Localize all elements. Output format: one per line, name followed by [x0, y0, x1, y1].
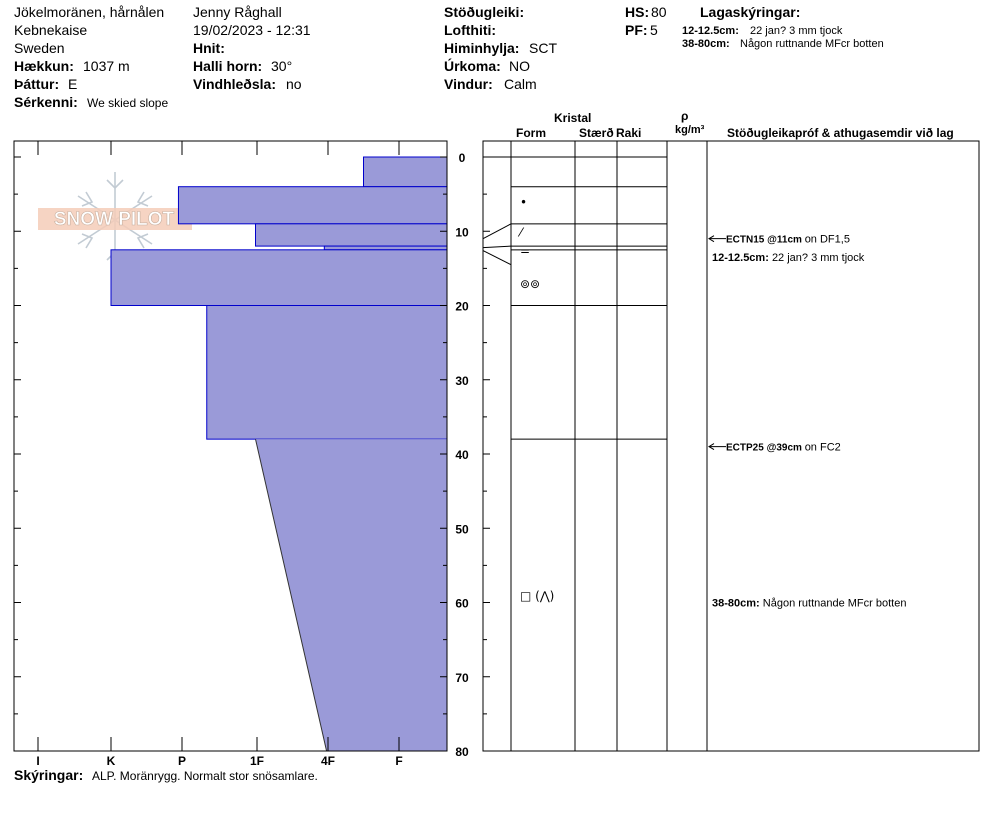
air-temp-label: Lofthiti: [444, 22, 497, 38]
grain-form-symbol: ⊚⊚ [520, 277, 540, 291]
hs-label: HS: [625, 4, 650, 20]
hardness-plot-frame [13, 140, 448, 752]
sky-value: SCT [529, 40, 557, 56]
depth-tick-label: 0 [459, 151, 466, 165]
test-arrowhead [708, 443, 715, 451]
layer-note-text: Någon ruttnande MFcr botten [740, 38, 884, 50]
hardness-edge [255, 439, 328, 752]
precip-value: NO [509, 58, 530, 74]
stability-label: Stöðugleiki: [444, 4, 525, 20]
coords-label: Hnit: [193, 40, 225, 56]
depth-tick-label: 60 [455, 597, 469, 611]
snowpilot-logo: SNOW PILOT [38, 172, 192, 268]
specifics-label: Sérkenni: [14, 94, 78, 110]
moisture-header: Raki [616, 126, 642, 140]
depth-tick-label: 30 [455, 374, 469, 388]
test-arrowhead [708, 235, 715, 243]
depth-tick-label: 50 [455, 522, 469, 536]
form-header: Form [516, 126, 546, 140]
hardness-tick-label: 1F [250, 754, 264, 768]
hardness-layer [206, 305, 448, 440]
hardness-layer [255, 439, 447, 751]
hs-value: 80 [651, 4, 667, 20]
grain-form-symbol: • [520, 196, 527, 210]
location: Jökelmoränen, hårnålen [14, 4, 165, 20]
depth-tick-label: 10 [455, 225, 469, 239]
aspect-value: E [68, 76, 78, 92]
pf-label: PF: [625, 22, 648, 38]
grain-form-symbol: = [520, 244, 530, 258]
grain-form-symbol: ⁄ [517, 225, 525, 239]
boundary-connector [482, 250, 512, 266]
remarks-label: Skýringar: [14, 767, 84, 783]
wind-loading-label: Vindhleðsla: [193, 76, 276, 92]
hardness-tick-label: 4F [321, 754, 335, 768]
slope-value: 30° [271, 58, 293, 74]
pf-value: 5 [650, 22, 658, 38]
hardness-tick-label: F [395, 754, 402, 768]
aspect-label: Þáttur: [14, 76, 60, 92]
layer-note-text: 22 jan? 3 mm tjock [750, 25, 843, 37]
boundary-connector [482, 223, 512, 240]
hardness-layer [255, 223, 448, 247]
stability-test: ECTP25 @39cm on FC2 [726, 442, 841, 454]
remarks-text: ALP. Moränrygg. Normalt stor snösamlare. [92, 769, 318, 783]
area: Kebnekaise [14, 22, 88, 38]
specifics-value: We skied slope [87, 96, 169, 110]
observer: Jenny Råghall [193, 4, 282, 20]
hardness-layer [177, 186, 448, 225]
layer-note-range: 12-12.5cm: [682, 25, 739, 37]
boundary-connector [482, 245, 512, 249]
logo-text: SNOW PILOT [54, 209, 175, 230]
slope-label: Halli horn: [193, 58, 263, 74]
crystal-header: Kristal [554, 111, 592, 125]
layer-note-range: 38-80cm: [682, 38, 730, 50]
hardness-tick-label: I [36, 754, 39, 768]
precip-label: Úrkoma: [444, 58, 501, 74]
hardness-layer [363, 156, 448, 188]
layer-table-frame [482, 140, 980, 752]
datetime: 19/02/2023 - 12:31 [193, 22, 311, 38]
sky-label: Himinhylja: [444, 40, 520, 56]
wind-label: Vindur: [444, 76, 493, 92]
country: Sweden [14, 40, 65, 56]
layer-comment: 38-80cm: Någon ruttnande MFcr botten [712, 598, 906, 610]
hardness-layer [110, 249, 448, 306]
depth-tick-label: 80 [455, 745, 469, 759]
wind-value: Calm [504, 76, 537, 92]
wind-loading-value: no [286, 76, 302, 92]
rho-header: ρ [681, 109, 689, 123]
comments-header: Stöðugleikapróf & athugasemdir við lag [727, 126, 954, 140]
stability-test: ECTN15 @11cm on DF1,5 [726, 234, 850, 246]
elevation-label: Hækkun: [14, 58, 74, 74]
depth-tick-label: 70 [455, 671, 469, 685]
density-unit-header: kg/m³ [675, 124, 705, 136]
layer-comment: 12-12.5cm: 22 jan? 3 mm tjock [712, 252, 865, 264]
elevation-value: 1037 m [83, 58, 130, 74]
depth-tick-label: 40 [455, 448, 469, 462]
hardness-tick-label: K [107, 754, 116, 768]
size-header: Stærð [579, 126, 614, 140]
hardness-layer [323, 245, 448, 251]
depth-tick-label: 20 [455, 300, 469, 314]
hardness-tick-label: P [178, 754, 186, 768]
grain-form-symbol: □ (⋀) [520, 589, 554, 603]
layer-notes-label: Lagaskýringar: [700, 4, 801, 20]
